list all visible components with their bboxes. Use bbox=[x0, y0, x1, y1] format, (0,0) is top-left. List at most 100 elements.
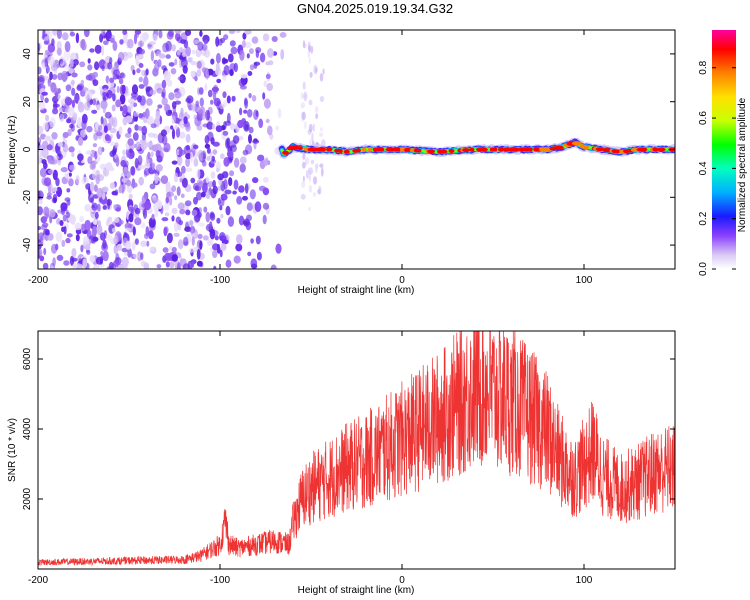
colorbar: 0.0 0.2 0.4 0.6 0.8 Normalized spectral ampl… bbox=[698, 30, 748, 276]
colorbar-tick-label: 0.4 bbox=[698, 161, 709, 175]
spectrogram-cell bbox=[90, 196, 94, 204]
signal-peak bbox=[338, 149, 343, 153]
spectrogram-cell bbox=[196, 248, 201, 260]
spectrogram-cell bbox=[60, 167, 68, 173]
signal-peak bbox=[343, 149, 350, 154]
spectrogram-cell bbox=[198, 109, 204, 116]
spectrogram-cell bbox=[95, 174, 100, 185]
spectrogram-cell bbox=[197, 233, 203, 239]
spectrogram-cell bbox=[243, 109, 248, 114]
spectrogram-cell bbox=[51, 187, 58, 193]
spectrogram-cell bbox=[262, 214, 267, 225]
x-tick-label: 100 bbox=[576, 275, 593, 286]
spectrogram-cell bbox=[177, 223, 182, 231]
spectrogram-cell bbox=[240, 73, 248, 79]
spectrogram-cell bbox=[119, 105, 123, 112]
spectrogram-cell bbox=[216, 246, 221, 254]
spectrogram-cell bbox=[265, 73, 271, 79]
spectrogram-cell bbox=[102, 205, 107, 210]
x-tick-label: -200 bbox=[28, 275, 48, 286]
spectrogram-cell bbox=[181, 51, 187, 58]
spectrogram-cell bbox=[185, 123, 191, 132]
spectrogram-cell bbox=[185, 209, 191, 216]
spectrogram-cell bbox=[178, 149, 186, 156]
spectrogram-cell bbox=[206, 147, 211, 154]
spectrogram-cell bbox=[111, 148, 117, 156]
spectrogram-cell bbox=[157, 132, 165, 144]
spectrogram-cell bbox=[209, 221, 213, 230]
spectrogram-cell bbox=[122, 116, 128, 126]
spectrogram-cell bbox=[246, 202, 253, 212]
spectrogram-cell bbox=[146, 153, 150, 165]
x-tick-label: 0 bbox=[399, 275, 405, 286]
spectrogram-cell bbox=[94, 150, 98, 160]
spectrogram-cell bbox=[186, 95, 194, 104]
spectrogram-cell bbox=[238, 78, 246, 87]
spectrogram-cell bbox=[210, 58, 215, 65]
spectrogram-cell bbox=[190, 177, 196, 184]
spectrogram-cell bbox=[52, 108, 59, 115]
spectrogram-cell bbox=[41, 91, 48, 96]
spectrogram-cell bbox=[138, 176, 144, 186]
spectrogram-cell bbox=[114, 142, 119, 149]
spectrogram-cell bbox=[62, 143, 69, 153]
spectrogram-cell bbox=[102, 102, 106, 114]
spectrogram-cell bbox=[140, 140, 148, 151]
spectrogram-cell bbox=[180, 107, 184, 118]
spectrogram-cell bbox=[199, 30, 203, 37]
spectrogram-cell bbox=[95, 131, 103, 137]
spectrogram-cell bbox=[143, 76, 149, 87]
spectrogram-cell bbox=[69, 31, 76, 37]
spectrogram-cell bbox=[232, 190, 237, 195]
spectrogram-cell bbox=[131, 84, 139, 95]
spectrogram-cell bbox=[94, 44, 102, 54]
spectrogram-cell bbox=[62, 131, 69, 139]
spectrogram-cell bbox=[132, 226, 136, 236]
signal-peak bbox=[438, 149, 448, 154]
spectrogram-cell bbox=[185, 167, 193, 172]
spectrogram-cell bbox=[193, 158, 199, 167]
spectrogram-cell bbox=[216, 217, 221, 224]
spectrogram-cell bbox=[220, 213, 224, 219]
spectrogram-cell bbox=[42, 234, 50, 241]
spectrogram-cell bbox=[184, 226, 192, 232]
spectrogram-cell bbox=[204, 83, 208, 91]
spectrogram-cell bbox=[242, 195, 248, 201]
spectrogram-cell bbox=[122, 149, 126, 156]
spectrogram-cell bbox=[105, 234, 113, 241]
spectrogram-cell bbox=[47, 169, 55, 175]
spectrogram-cell bbox=[106, 92, 110, 97]
x-tick-label: -100 bbox=[210, 275, 230, 286]
spectrogram-cell bbox=[101, 30, 106, 36]
spectrogram-cell bbox=[115, 99, 122, 108]
spectrogram-cell bbox=[233, 255, 241, 264]
spectrogram-cell bbox=[212, 141, 220, 147]
spectrogram-cell bbox=[113, 259, 120, 268]
spectrogram-cell bbox=[204, 143, 211, 149]
spectrogram-cell bbox=[132, 111, 140, 117]
spectrogram-cell bbox=[140, 240, 147, 247]
spectrogram-cell bbox=[50, 63, 58, 72]
spectrogram-cell bbox=[174, 58, 178, 66]
spectrogram-cell bbox=[163, 142, 171, 153]
spectrogram-cell bbox=[157, 104, 163, 109]
spectrogram-cell bbox=[97, 146, 103, 156]
spectrogram-cell bbox=[302, 81, 306, 90]
spectrogram-cell bbox=[65, 237, 71, 244]
spectrogram-cell bbox=[63, 225, 67, 235]
signal-peak bbox=[417, 148, 422, 153]
spectrogram-cell bbox=[46, 31, 53, 40]
signal-peak bbox=[640, 147, 648, 152]
spectrogram-cell bbox=[219, 249, 223, 258]
spectrogram-cell bbox=[152, 196, 159, 203]
spectrogram-cell bbox=[47, 192, 52, 197]
spectrogram-cell bbox=[92, 264, 100, 269]
spectrogram-cell bbox=[82, 258, 88, 269]
spectrogram-cell bbox=[113, 69, 120, 77]
spectrogram-cell bbox=[220, 193, 228, 201]
spectrogram-cell bbox=[190, 228, 194, 237]
spectrogram-cell bbox=[84, 219, 92, 231]
spectrogram-cell bbox=[64, 172, 69, 179]
spectrogram-cell bbox=[138, 113, 144, 119]
